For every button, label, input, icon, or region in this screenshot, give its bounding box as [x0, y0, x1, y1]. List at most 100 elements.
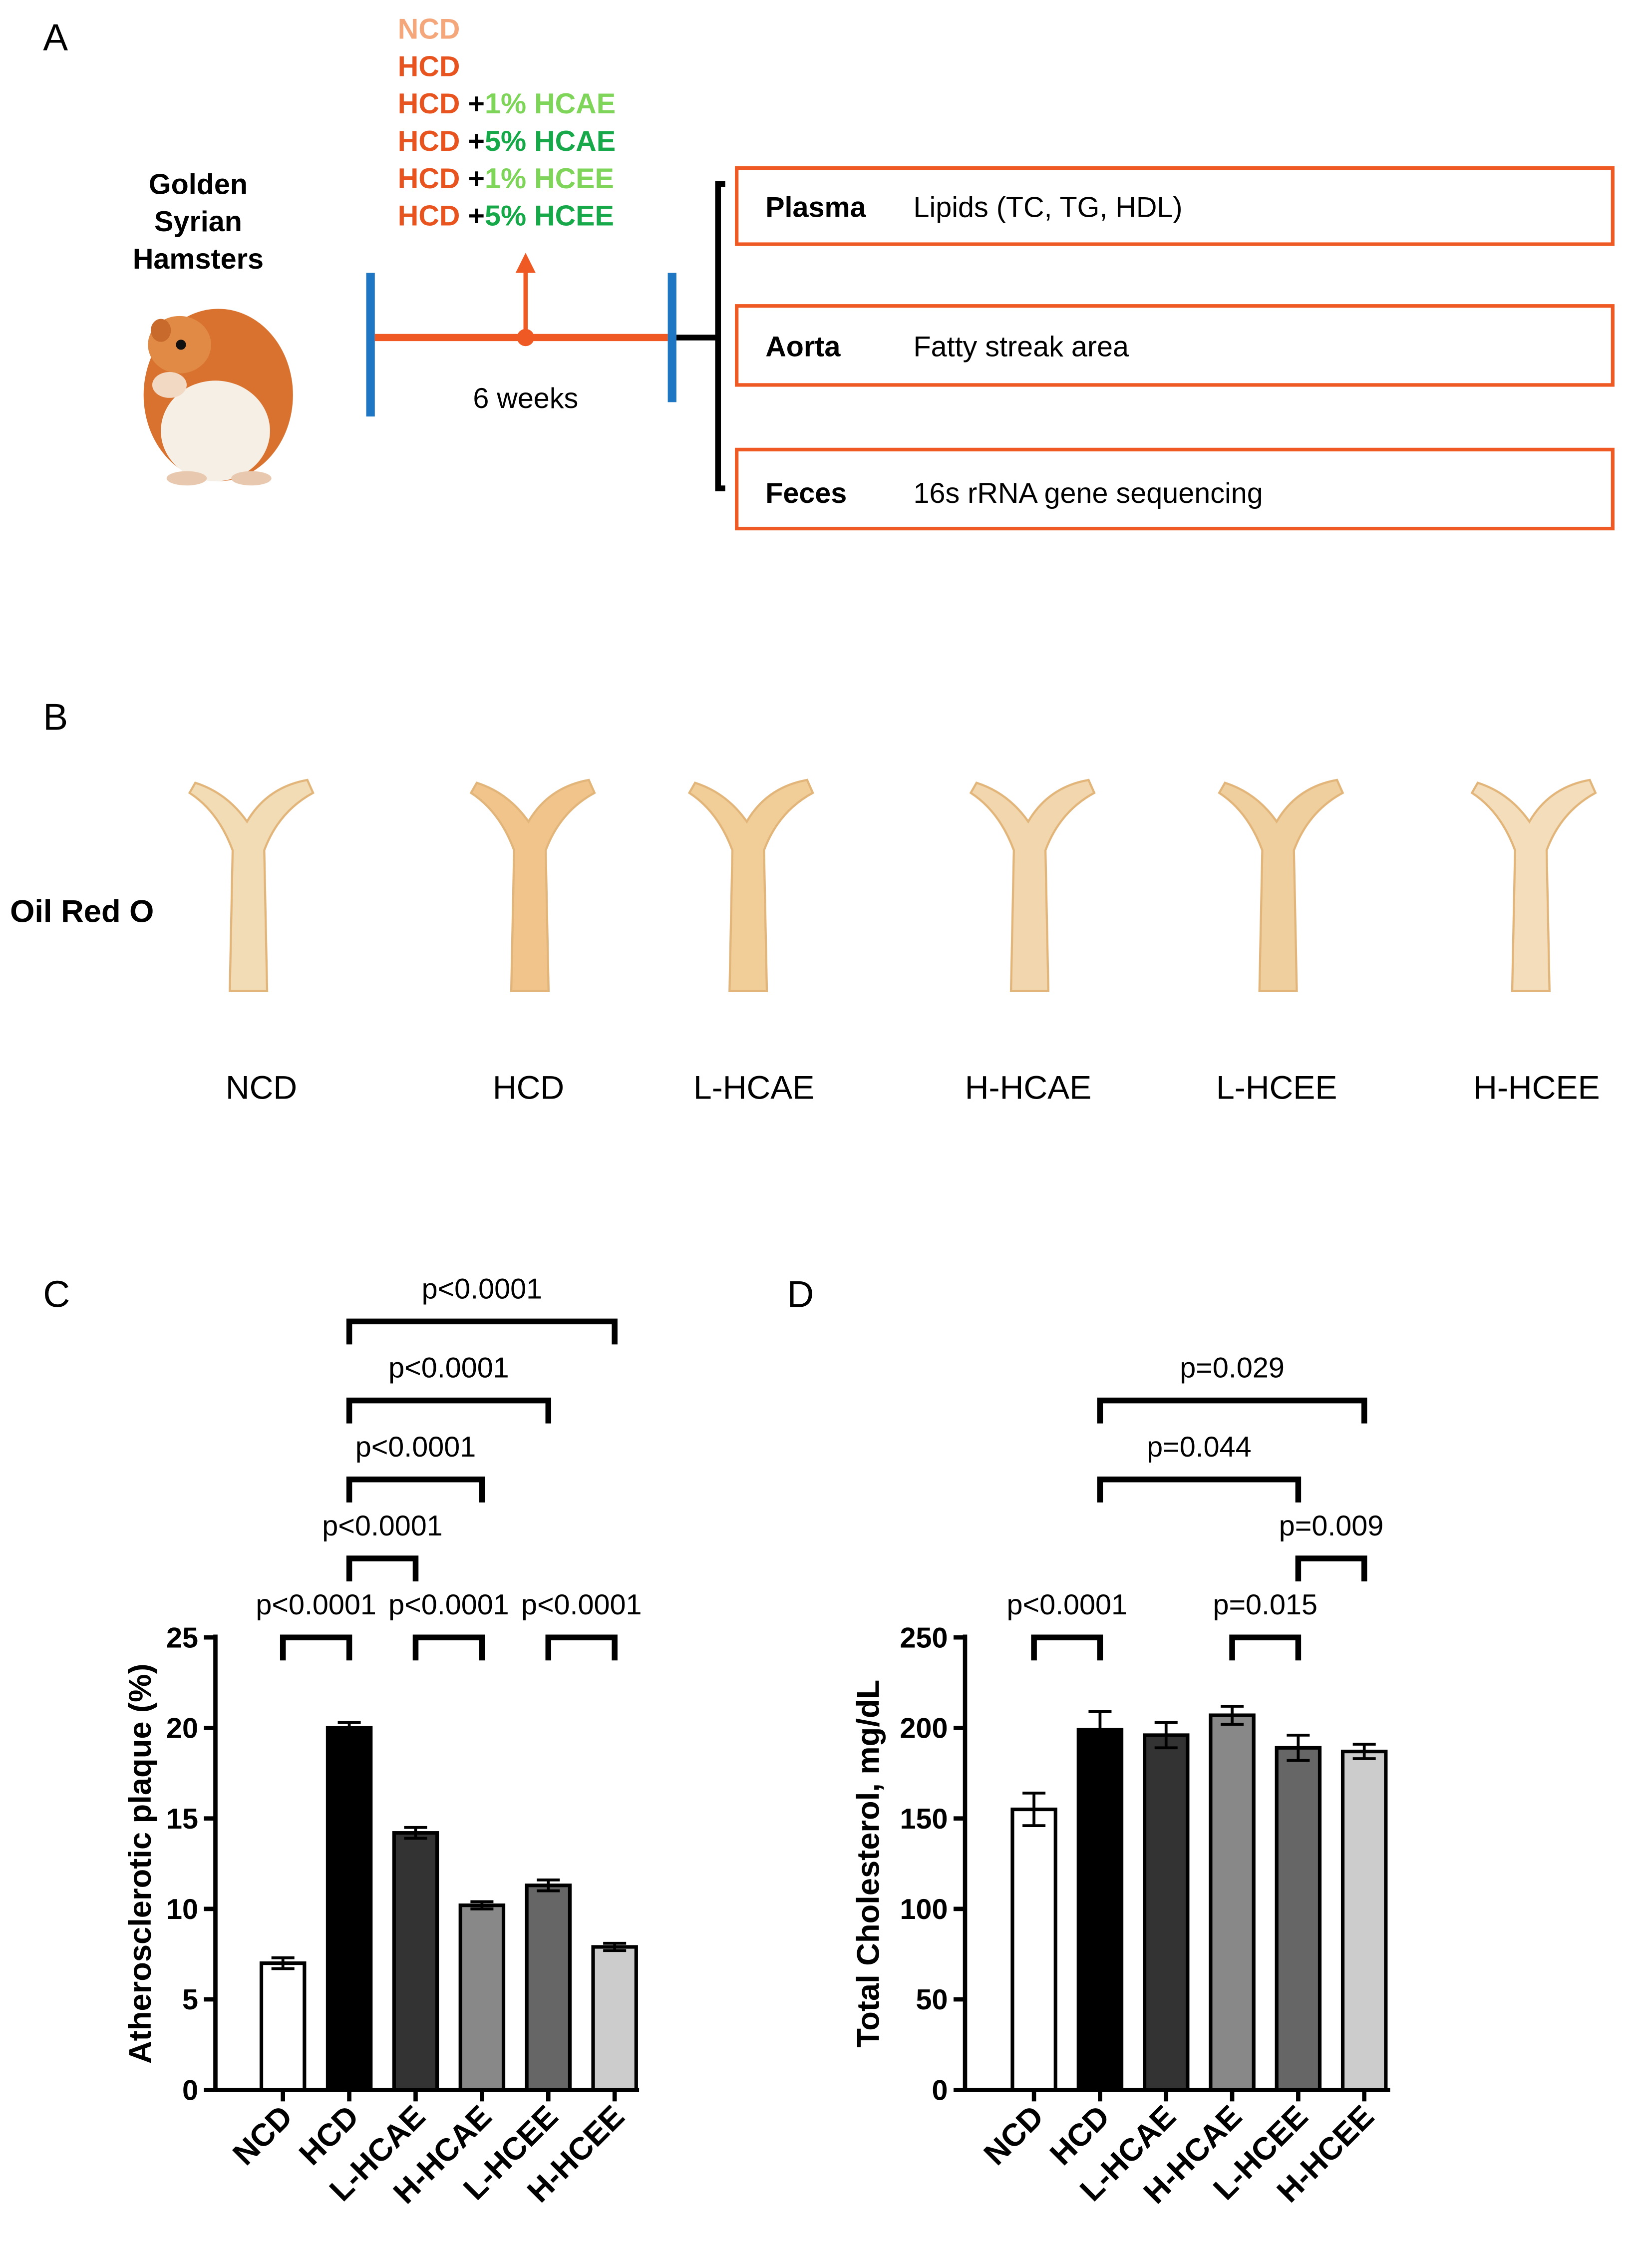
outcome-boxes — [735, 166, 1615, 531]
y-axis-label: Atherosclerotic plaque (%) — [123, 1664, 158, 2064]
bar — [1010, 1807, 1057, 2092]
y-tick-label: 25 — [166, 1622, 198, 1654]
diet-part: HCD — [398, 163, 460, 195]
significance-bracket — [346, 1318, 618, 1345]
error-bar — [337, 1721, 361, 1735]
bar — [1209, 1713, 1256, 2092]
y-tick-label: 20 — [166, 1713, 198, 1745]
y-axis-label: Total Cholesterol, mg/dL — [851, 1680, 886, 2048]
diet-label: HCD +1% HCAE — [398, 88, 616, 120]
bar — [259, 1961, 307, 2092]
aorta — [969, 778, 1096, 992]
bar — [326, 1726, 373, 2092]
bar — [1340, 1749, 1388, 2092]
significance-bracket — [1097, 1397, 1367, 1424]
y-tick-label: 50 — [916, 1984, 948, 2016]
error-bar — [1221, 1705, 1244, 1726]
panel-label: D — [787, 1273, 814, 1315]
y-tick-label: 100 — [900, 1893, 948, 1925]
significance-label: p=0.044 — [1147, 1431, 1252, 1463]
significance-label: p=0.015 — [1213, 1589, 1317, 1621]
bar — [392, 1831, 439, 2092]
y-tick-label: 10 — [166, 1893, 198, 1925]
diet-label: HCD +1% HCEE — [398, 163, 614, 195]
y-tick-label: 0 — [932, 2074, 948, 2106]
diet-part: + — [460, 163, 485, 195]
aorta-images — [188, 778, 1597, 992]
diet-label: NCD — [398, 13, 460, 45]
diet-part: 5% HCEE — [485, 200, 614, 232]
bar — [1076, 1728, 1124, 2092]
x-tick-label: NCD — [226, 2099, 299, 2172]
error-bar — [1022, 1792, 1046, 1828]
diet-part: HCD — [398, 88, 460, 120]
significance-bracket — [412, 1634, 485, 1661]
aorta — [1470, 778, 1597, 992]
aorta — [188, 778, 315, 992]
group-label: H-HCEE — [1473, 1070, 1600, 1107]
significance-bracket — [545, 1634, 618, 1661]
diet-part: HCD — [398, 125, 460, 157]
significance-label: p<0.0001 — [355, 1431, 476, 1463]
diet-label: HCD +5% HCEE — [398, 200, 614, 232]
panel-label: B — [43, 696, 68, 738]
diet-part: HCD — [398, 50, 460, 82]
sample-label: Aorta — [765, 331, 841, 363]
significance-bracket — [280, 1634, 352, 1661]
diet-part: 1% HCEE — [485, 163, 614, 195]
significance-label: p<0.0001 — [521, 1589, 642, 1621]
measure-label: Lipids (TC, TG, HDL) — [913, 191, 1182, 223]
group-label: NCD — [226, 1070, 297, 1107]
significance-label: p<0.0001 — [388, 1352, 509, 1384]
error-bar — [1287, 1734, 1310, 1762]
x-tick-label: NCD — [978, 2099, 1050, 2172]
bar — [458, 1903, 506, 2092]
significance-label: p<0.0001 — [322, 1510, 442, 1542]
significance-label: p=0.029 — [1180, 1352, 1285, 1384]
y-tick-label: 15 — [166, 1803, 198, 1835]
diet-part: + — [460, 125, 485, 157]
error-bar — [271, 1956, 295, 1970]
significance-label: p<0.0001 — [388, 1589, 509, 1621]
significance-bracket — [1229, 1634, 1302, 1661]
significance-label: p<0.0001 — [422, 1273, 543, 1305]
group-label: L-HCEE — [1216, 1070, 1337, 1107]
error-bar — [1154, 1721, 1178, 1750]
error-bar — [1088, 1710, 1112, 1750]
diet-part: 1% HCAE — [485, 88, 616, 120]
diet-part: + — [460, 88, 485, 120]
significance-bracket — [1097, 1477, 1302, 1503]
group-label: H-HCAE — [965, 1070, 1092, 1107]
error-bar — [603, 1941, 627, 1952]
timeline — [366, 181, 725, 491]
measure-label: Fatty streak area — [913, 331, 1129, 363]
duration-label: 6 weeks — [473, 382, 578, 414]
significance-label: p=0.009 — [1279, 1510, 1384, 1542]
aorta — [1218, 778, 1344, 992]
bar — [525, 1884, 572, 2092]
bar — [1275, 1746, 1322, 2092]
measure-label: 16s rRNA gene sequencing — [913, 477, 1263, 509]
group-label: L-HCAE — [693, 1070, 815, 1107]
significance-bracket — [346, 1477, 485, 1503]
sample-label: Plasma — [765, 191, 866, 223]
error-bar — [470, 1900, 494, 1910]
stain-label: Oil Red O — [10, 894, 154, 929]
y-tick-label: 5 — [182, 1984, 198, 2016]
hamster-illustration — [143, 309, 293, 486]
error-bar — [1352, 1743, 1376, 1760]
bar — [1142, 1733, 1190, 2092]
animal-label: Hamsters — [133, 243, 264, 275]
group-label: HCD — [493, 1070, 564, 1107]
y-tick-label: 150 — [900, 1803, 948, 1835]
y-tick-label: 200 — [900, 1713, 948, 1745]
panel-label: A — [43, 16, 68, 58]
significance-label: p<0.0001 — [1007, 1589, 1128, 1621]
animal-label: Golden — [149, 168, 248, 200]
y-tick-label: 0 — [182, 2074, 198, 2106]
significance-label: p<0.0001 — [256, 1589, 376, 1621]
diet-part: NCD — [398, 13, 460, 45]
diet-label: HCD — [398, 50, 460, 82]
significance-bracket — [346, 1555, 419, 1582]
